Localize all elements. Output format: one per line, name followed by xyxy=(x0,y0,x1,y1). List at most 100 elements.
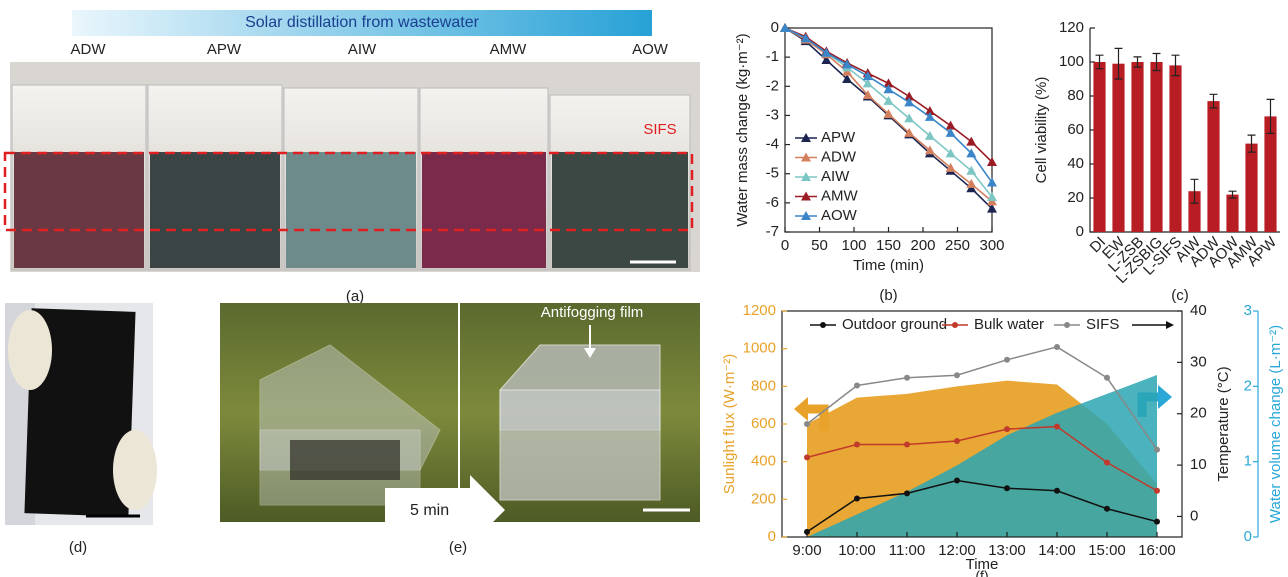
sample-label: AOW xyxy=(632,41,669,58)
error-bar xyxy=(1247,134,1256,153)
y2-tick-label: 20 xyxy=(1190,405,1207,422)
error-bar xyxy=(1133,56,1142,68)
y-tick-label: 600 xyxy=(751,415,776,432)
x-tick-label: 300 xyxy=(979,237,1004,254)
y-axis-label: Sunlight flux (W·m⁻²) xyxy=(721,354,738,494)
y2-tick-label: 10 xyxy=(1190,456,1207,473)
data-line xyxy=(806,479,1158,533)
data-point xyxy=(883,95,894,105)
y2-tick-label: 40 xyxy=(1190,302,1207,319)
data-point xyxy=(1104,459,1110,466)
error-bar xyxy=(1209,93,1218,109)
banner-text: Solar distillation from wastewater xyxy=(245,14,480,31)
data-point xyxy=(954,372,960,379)
data-point xyxy=(780,23,790,32)
bar xyxy=(1245,143,1258,232)
data-point xyxy=(1154,518,1160,525)
data-point xyxy=(904,490,910,497)
data-point xyxy=(987,203,997,213)
legend-label: AMW xyxy=(821,187,859,204)
y-tick-label: 20 xyxy=(1067,189,1084,206)
x-tick-label: 200 xyxy=(910,237,935,254)
y3-tick-label: 0 xyxy=(1244,528,1252,545)
y-tick-label: 800 xyxy=(751,377,776,394)
y-tick-label: 200 xyxy=(751,490,776,507)
y-tick-label: 1200 xyxy=(743,302,776,319)
error-bar xyxy=(1152,52,1161,72)
data-point xyxy=(954,477,960,484)
y-axis-label: Water mass change (kg·m⁻²) xyxy=(734,33,751,226)
sample-label: APW xyxy=(207,41,242,58)
legend-label: Outdoor ground xyxy=(842,316,947,333)
y-tick-label: -5 xyxy=(766,165,779,182)
y-tick-label: 100 xyxy=(1059,53,1084,70)
data-point xyxy=(1154,446,1160,453)
error-bar xyxy=(1171,54,1180,77)
data-point xyxy=(966,178,977,188)
data-point xyxy=(862,78,873,88)
annotation: SIFS xyxy=(643,121,676,138)
annotation: Antifogging film xyxy=(541,304,644,321)
caption: (f) xyxy=(975,568,988,577)
plot-frame xyxy=(784,27,993,233)
right-arrow-head xyxy=(1158,385,1172,409)
data-point xyxy=(924,145,935,155)
data-point xyxy=(883,78,894,88)
legend-label: AOW xyxy=(821,207,858,224)
data-point xyxy=(904,113,915,123)
bar xyxy=(1207,101,1220,232)
data-point xyxy=(1054,343,1060,350)
data-point xyxy=(924,130,935,140)
y-tick-label: -2 xyxy=(766,77,779,94)
data-point xyxy=(854,441,860,448)
data-point xyxy=(954,437,960,444)
bar xyxy=(1169,65,1182,233)
data-point xyxy=(842,74,853,83)
data-point xyxy=(945,120,956,130)
y-tick-label: -1 xyxy=(766,48,779,65)
data-point xyxy=(904,441,910,448)
x-tick-label: 14:00 xyxy=(1038,542,1076,559)
error-bar xyxy=(1190,178,1199,204)
x-axis-label: Time xyxy=(966,556,999,573)
data-point xyxy=(804,454,810,461)
data-point xyxy=(945,148,956,158)
x-tick-label: 12:00 xyxy=(938,542,976,559)
data-point xyxy=(904,91,915,101)
y3-tick-label: 2 xyxy=(1244,377,1252,394)
x-tick-label: 11:00 xyxy=(889,542,925,559)
data-line xyxy=(806,346,1158,451)
legend-label: AIW xyxy=(821,168,850,185)
y-tick-label: 40 xyxy=(1067,155,1084,172)
data-point xyxy=(987,177,997,187)
data-point xyxy=(966,165,977,175)
data-point xyxy=(966,148,977,158)
data-point xyxy=(1104,374,1110,381)
bar xyxy=(1093,62,1106,232)
y-tick-label: -7 xyxy=(766,223,779,240)
data-point xyxy=(1054,487,1060,494)
error-bar xyxy=(1266,98,1275,134)
data-point xyxy=(1054,423,1060,430)
x-tick-label: 16:00 xyxy=(1138,542,1176,559)
legend-label: Bulk water xyxy=(974,316,1044,333)
bar xyxy=(1226,194,1239,232)
error-bar xyxy=(1114,47,1123,80)
x-tick-label: 0 xyxy=(781,237,789,254)
error-bar xyxy=(1228,190,1237,199)
y2-tick-label: 30 xyxy=(1190,353,1207,370)
y-tick-label: -4 xyxy=(766,136,779,153)
data-point xyxy=(821,55,832,65)
y2-axis-label: Temperature (°C) xyxy=(1215,366,1232,481)
arrow-label: 5 min xyxy=(410,502,449,519)
data-point xyxy=(1104,505,1110,512)
bar xyxy=(1188,191,1201,232)
data-area xyxy=(807,375,1157,537)
data-point xyxy=(924,111,935,121)
x-tick-label: 250 xyxy=(945,237,970,254)
data-point xyxy=(1004,426,1010,433)
y2-tick-label: 0 xyxy=(1190,507,1198,524)
x-tick-label: 9:00 xyxy=(792,542,821,559)
x-tick-label: 13:00 xyxy=(988,542,1026,559)
photo-a xyxy=(3,62,700,272)
